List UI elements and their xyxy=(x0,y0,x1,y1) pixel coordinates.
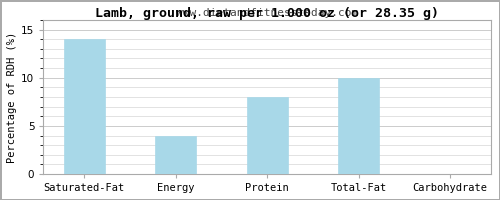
Text: www.dietandfitnesstoday.com: www.dietandfitnesstoday.com xyxy=(176,8,358,18)
Title: Lamb, ground, raw per 1.000 oz (or 28.35 g): Lamb, ground, raw per 1.000 oz (or 28.35… xyxy=(95,7,439,20)
Bar xyxy=(246,97,288,174)
Bar xyxy=(155,136,196,174)
Y-axis label: Percentage of RDH (%): Percentage of RDH (%) xyxy=(7,31,17,163)
Bar xyxy=(64,39,105,174)
Bar xyxy=(338,78,379,174)
